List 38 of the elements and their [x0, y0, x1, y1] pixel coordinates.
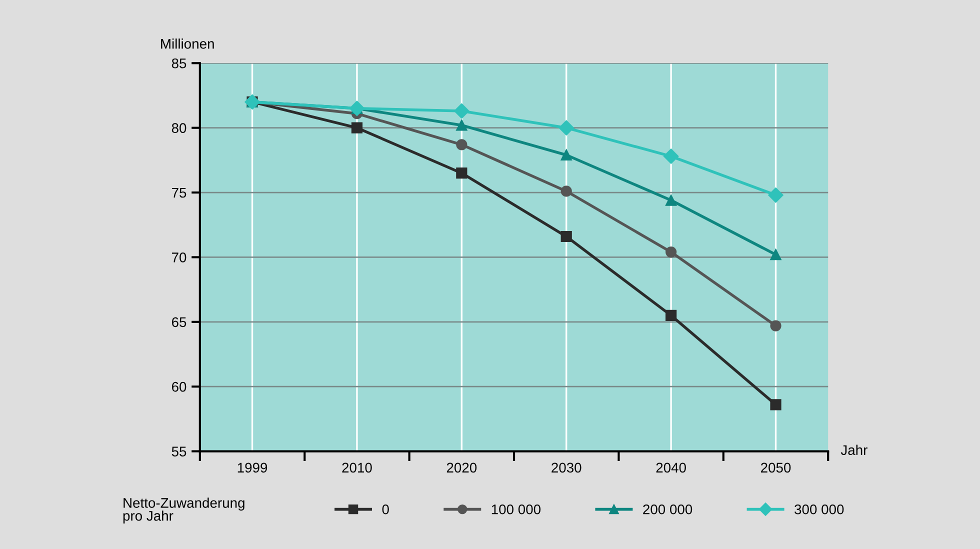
point: [454, 103, 470, 119]
y-tick-label: 60: [172, 382, 186, 392]
x-tick-label: 2010: [342, 462, 372, 473]
y-tick-label: 65: [172, 317, 186, 328]
legend-label: 0: [382, 504, 389, 514]
x-tick-label: 2040: [656, 462, 686, 473]
y-tick-label: 85: [172, 58, 186, 68]
point: [244, 94, 260, 110]
legend-label: 100 000: [492, 504, 541, 514]
y-tick-label: 80: [172, 123, 186, 133]
y-tick-label: 70: [172, 252, 186, 262]
point: [456, 168, 468, 179]
point: [456, 139, 468, 150]
point: [456, 120, 468, 131]
point: [666, 246, 677, 258]
legend-label: 300 000: [794, 504, 844, 514]
point: [768, 188, 784, 203]
point: [558, 120, 574, 136]
x-axis-title: Jahr: [840, 444, 868, 456]
point: [666, 310, 677, 321]
point: [770, 320, 782, 332]
point: [560, 186, 572, 197]
x-tick-label: 2030: [552, 462, 582, 473]
x-tick-label: 2050: [761, 462, 791, 473]
legend-title: Netto-Zuwanderung pro Jahr: [123, 498, 244, 524]
x-tick-label: 1999: [238, 462, 268, 473]
legend-label: 200 000: [643, 504, 692, 514]
point: [560, 230, 572, 242]
point: [560, 149, 572, 161]
y-tick-label: 55: [172, 446, 186, 456]
point: [351, 122, 363, 134]
y-axis-title: Millionen: [161, 38, 214, 49]
point: [770, 399, 782, 410]
x-tick-label: 2020: [446, 462, 477, 473]
point: [666, 194, 677, 206]
point: [770, 249, 782, 260]
y-tick-label: 75: [172, 188, 186, 198]
point: [663, 148, 679, 164]
